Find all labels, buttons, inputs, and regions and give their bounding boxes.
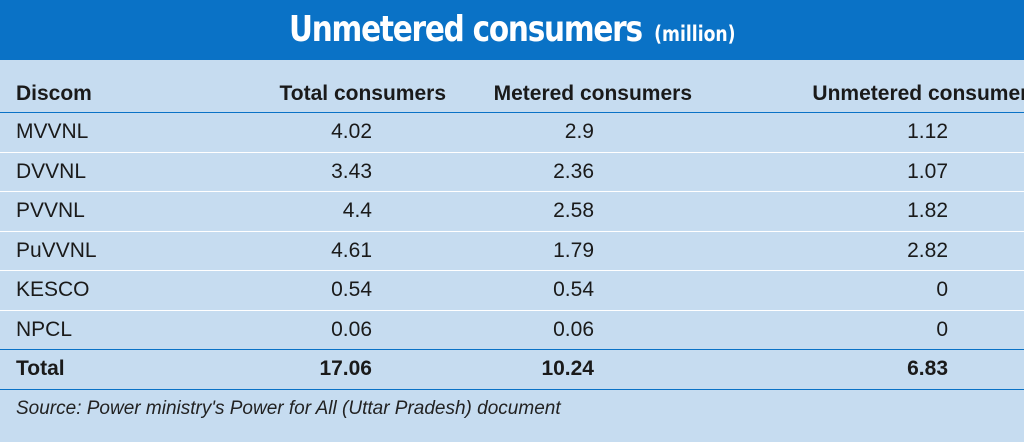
cell-metered-consumers: 0.06: [446, 309, 692, 350]
cell-unmetered-consumers: 1.12: [692, 112, 1024, 152]
cell-metered-consumers: 0.54: [446, 270, 692, 310]
cell-metered-consumers: 2.36: [446, 151, 692, 192]
table-row: PVVNL 4.4 2.58 1.82: [0, 191, 1024, 231]
cell-metered-consumers: 2.9: [446, 112, 692, 152]
table-row: PuVVNL 4.61 1.79 2.82: [0, 230, 1024, 271]
table-row: DVVNL 3.43 2.36 1.07: [0, 151, 1024, 192]
cell-unmetered-consumers: 0: [692, 270, 1024, 310]
cell-total-consumers: 0.06: [196, 309, 446, 350]
column-header-total-consumers: Total consumers: [279, 82, 446, 105]
cell-metered-consumers: 2.58: [446, 191, 692, 231]
cell-total-consumers: 4.4: [196, 191, 446, 231]
table-row: KESCO 0.54 0.54 0: [0, 270, 1024, 310]
consumers-table: Discom Total consumers Metered consumers…: [0, 76, 1024, 390]
metered-consumers-sum: 10.24: [446, 349, 692, 390]
title-text: Unmetered consumers: [288, 9, 643, 50]
cell-unmetered-consumers: 2.82: [692, 230, 1024, 271]
total-label: Total: [0, 349, 196, 390]
title-bar: Unmetered consumers (million): [0, 0, 1024, 60]
table-header-row: Discom Total consumers Metered consumers…: [0, 76, 1024, 113]
column-header-discom: Discom: [16, 82, 92, 105]
cell-metered-consumers: 1.79: [446, 230, 692, 271]
cell-discom: PVVNL: [0, 191, 196, 231]
cell-discom: PuVVNL: [0, 230, 196, 271]
column-header-metered-consumers: Metered consumers: [493, 82, 692, 105]
cell-discom: NPCL: [0, 309, 196, 350]
cell-total-consumers: 4.02: [196, 112, 446, 152]
table-row: MVVNL 4.02 2.9 1.12: [0, 112, 1024, 152]
table-title: Unmetered consumers (million): [289, 0, 736, 64]
cell-unmetered-consumers: 1.07: [692, 151, 1024, 192]
cell-unmetered-consumers: 1.82: [692, 191, 1024, 231]
cell-total-consumers: 4.61: [196, 230, 446, 271]
unmetered-consumers-sum: 6.83: [692, 349, 1024, 390]
cell-discom: DVVNL: [0, 151, 196, 192]
table-row: NPCL 0.06 0.06 0: [0, 309, 1024, 350]
total-consumers-sum: 17.06: [196, 349, 446, 390]
table-total-row: Total 17.06 10.24 6.83: [0, 349, 1024, 390]
cell-total-consumers: 0.54: [196, 270, 446, 310]
source-note: Source: Power ministry's Power for All (…: [16, 398, 561, 419]
cell-discom: MVVNL: [0, 112, 196, 152]
title-unit: (million): [653, 22, 736, 46]
cell-total-consumers: 3.43: [196, 151, 446, 192]
column-header-unmetered-consumers: Unmetered consumers: [812, 82, 1024, 105]
cell-unmetered-consumers: 0: [692, 309, 1024, 350]
cell-discom: KESCO: [0, 270, 196, 310]
